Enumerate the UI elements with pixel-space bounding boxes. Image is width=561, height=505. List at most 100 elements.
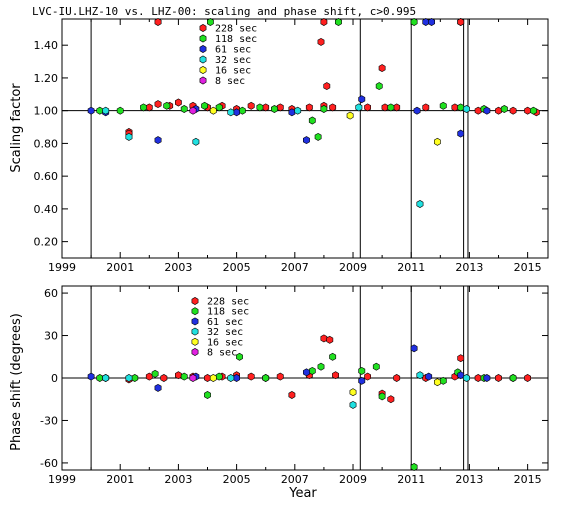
legend-label: 118 sec	[215, 34, 257, 45]
legend-label: 16 sec	[207, 337, 243, 348]
x-tick-label: 2001	[106, 473, 134, 486]
data-point	[524, 106, 532, 115]
data-point	[509, 374, 517, 382]
x-tick-label: 2005	[223, 473, 251, 486]
data-point	[160, 374, 168, 382]
data-point	[387, 103, 395, 112]
data-point	[375, 82, 383, 91]
y-tick-label: -60	[40, 457, 58, 470]
data-point	[410, 18, 418, 26]
data-point	[349, 400, 357, 409]
x-tick-label: 2003	[164, 261, 192, 274]
data-point	[215, 103, 223, 112]
data-point	[425, 372, 433, 381]
legend-marker	[191, 307, 199, 316]
data-point	[509, 106, 517, 115]
x-tick-label: 2003	[164, 473, 192, 486]
y-tick-label: 1.20	[34, 72, 59, 85]
series-118-sec	[96, 352, 517, 471]
data-point	[474, 106, 482, 115]
legend-label: 228 sec	[207, 297, 249, 308]
data-point	[288, 391, 296, 399]
data-point	[276, 103, 284, 112]
data-point	[204, 391, 211, 399]
data-point	[233, 374, 240, 382]
x-tick-label: 1999	[48, 261, 76, 274]
legend-marker	[191, 337, 199, 346]
data-point	[529, 106, 537, 115]
data-point	[323, 82, 331, 91]
data-point	[474, 374, 482, 382]
data-point	[204, 374, 211, 382]
data-point	[346, 111, 354, 120]
data-point	[227, 374, 235, 382]
legend-label: 228 sec	[215, 24, 257, 35]
data-point	[209, 374, 217, 382]
data-point	[87, 106, 95, 115]
data-point	[125, 132, 133, 141]
series-61-sec	[87, 344, 491, 392]
data-point	[422, 18, 430, 26]
legend-marker	[199, 55, 207, 64]
data-point	[215, 372, 223, 381]
data-point	[302, 368, 310, 377]
data-point	[201, 101, 208, 110]
x-tick-label: 2009	[339, 473, 367, 486]
data-point	[116, 106, 124, 115]
data-point	[326, 335, 334, 344]
data-point	[334, 18, 342, 26]
data-point	[236, 352, 243, 361]
y-tick-label: 1.00	[34, 105, 59, 118]
legend-marker	[199, 45, 207, 53]
plot-panel-2: 1999 2001 2003 2005 2007 2009 2011 2013 2015 -60 -…	[40, 285, 549, 486]
data-point	[358, 95, 366, 104]
data-point	[227, 108, 235, 117]
data-point	[387, 395, 395, 404]
data-point	[145, 372, 153, 381]
data-point	[192, 137, 200, 146]
x-tick-label: 2001	[106, 261, 134, 274]
data-point	[329, 103, 337, 112]
data-point	[154, 136, 162, 145]
legend-label: 32 sec	[215, 55, 251, 66]
legend-marker	[199, 66, 207, 74]
data-point	[308, 366, 316, 375]
x-tick-label: 2009	[339, 261, 367, 274]
data-point	[317, 37, 325, 46]
data-point	[393, 103, 401, 112]
data-point	[239, 106, 246, 115]
y-axis-label-bottom: Phase shift (degrees)	[9, 313, 24, 451]
data-point	[320, 105, 328, 113]
data-point	[329, 352, 337, 361]
data-point	[433, 378, 441, 387]
y-tick-label: 0.20	[34, 236, 59, 249]
y-tick-label: 0.60	[34, 170, 59, 183]
data-point	[372, 362, 380, 371]
legend-marker	[191, 297, 199, 305]
data-point	[209, 106, 217, 115]
data-point	[495, 374, 502, 382]
x-tick-label: 2015	[514, 261, 542, 274]
series-8-sec	[189, 374, 197, 382]
data-point	[500, 105, 508, 113]
data-point	[416, 200, 424, 208]
data-point	[410, 344, 418, 353]
data-point	[320, 18, 328, 26]
data-point	[189, 374, 197, 382]
data-point	[102, 374, 110, 382]
data-point	[483, 374, 491, 382]
data-point	[381, 103, 389, 112]
x-tick-label: 2015	[514, 473, 542, 486]
series-32-sec	[102, 103, 470, 208]
data-point	[439, 101, 447, 110]
data-point	[320, 334, 328, 343]
series-8-sec	[189, 106, 197, 115]
data-point	[393, 374, 401, 382]
series-32-sec	[102, 371, 470, 409]
data-point	[378, 64, 386, 73]
data-point	[140, 103, 147, 112]
data-point	[102, 106, 110, 115]
data-point	[349, 388, 357, 397]
